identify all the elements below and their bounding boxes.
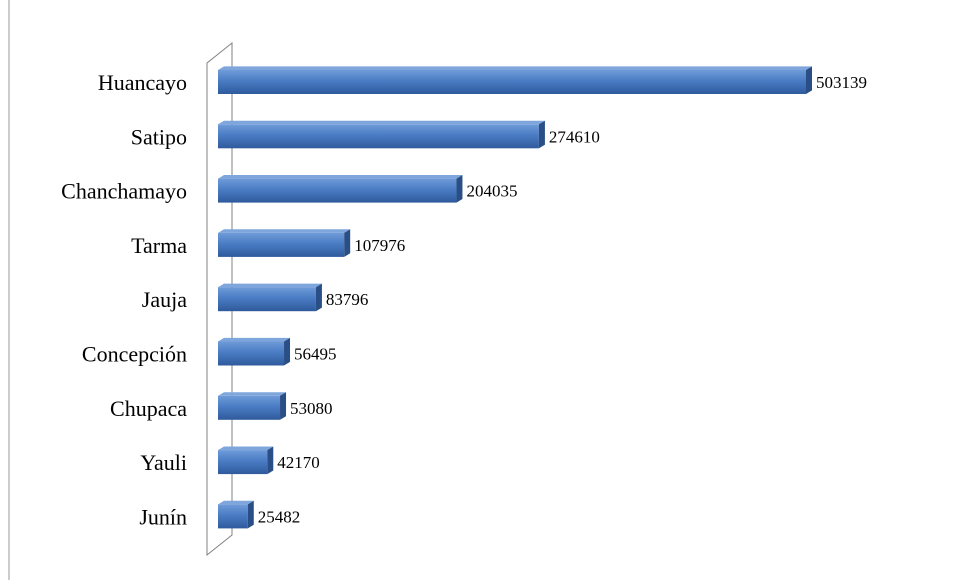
bar-side-face <box>538 120 545 149</box>
bar-side-face <box>315 283 322 312</box>
chart-back-wall <box>206 41 233 557</box>
bar-front-face <box>218 70 806 94</box>
bar-front-face <box>218 124 539 149</box>
bar-tarma <box>218 229 351 257</box>
bar-top-face <box>218 175 463 179</box>
category-label: Junín <box>139 504 187 529</box>
data-label: 107976 <box>354 236 405 255</box>
bar-concepción <box>218 337 291 366</box>
bar-top-face <box>218 446 274 451</box>
data-label: 56495 <box>294 345 337 364</box>
bar-side-face <box>806 66 812 94</box>
bar-chanchamayo <box>218 175 463 203</box>
bar-huancayo <box>218 66 812 94</box>
bar-front-face <box>218 341 285 366</box>
data-label: 503139 <box>816 73 867 92</box>
bar-top-face <box>218 337 291 342</box>
bar-front-face <box>218 287 316 312</box>
category-label: Yauli <box>140 450 187 475</box>
bar-satipo <box>218 120 545 149</box>
category-label: Satipo <box>131 124 187 149</box>
data-label: 25482 <box>258 507 301 526</box>
bars-group <box>218 66 812 529</box>
category-label: Jauja <box>142 287 187 312</box>
bar-front-face <box>218 395 281 420</box>
data-label: 53080 <box>290 399 333 418</box>
bar-side-face <box>344 229 351 257</box>
bar-chupaca <box>218 392 287 420</box>
bar-top-face <box>218 229 351 233</box>
bar-side-face <box>267 446 274 475</box>
bar-top-face <box>218 500 254 505</box>
category-label: Chupaca <box>110 396 187 421</box>
data-label: 204035 <box>466 182 517 201</box>
bar-top-face <box>218 66 812 70</box>
bar-side-face <box>280 392 287 420</box>
data-label: 42170 <box>277 453 320 472</box>
data-labels-group: 503139 274610 204035 107976 83796 56495 53080 4… <box>258 73 867 526</box>
bar-top-face <box>218 283 322 288</box>
data-label: 274610 <box>549 127 600 146</box>
bar-front-face <box>218 504 248 529</box>
bar-top-face <box>218 120 545 125</box>
category-label: Chanchamayo <box>61 179 187 204</box>
category-labels-group: Huancayo Satipo Chanchamayo Tarma Jauja Conce… <box>61 70 187 529</box>
bar-front-face <box>218 178 457 203</box>
bar-jauja <box>218 283 322 312</box>
category-label: Concepción <box>82 342 187 367</box>
bar-junín <box>218 500 254 529</box>
category-label: Tarma <box>131 233 187 258</box>
bar-top-face <box>218 392 287 396</box>
category-label: Huancayo <box>98 70 187 95</box>
bar-side-face <box>456 175 463 203</box>
bar-side-face <box>284 337 291 366</box>
bar-front-face <box>218 450 268 475</box>
bar-side-face <box>247 500 254 529</box>
data-label: 83796 <box>326 290 369 309</box>
bar-front-face <box>218 232 345 257</box>
bar-yauli <box>218 446 274 475</box>
